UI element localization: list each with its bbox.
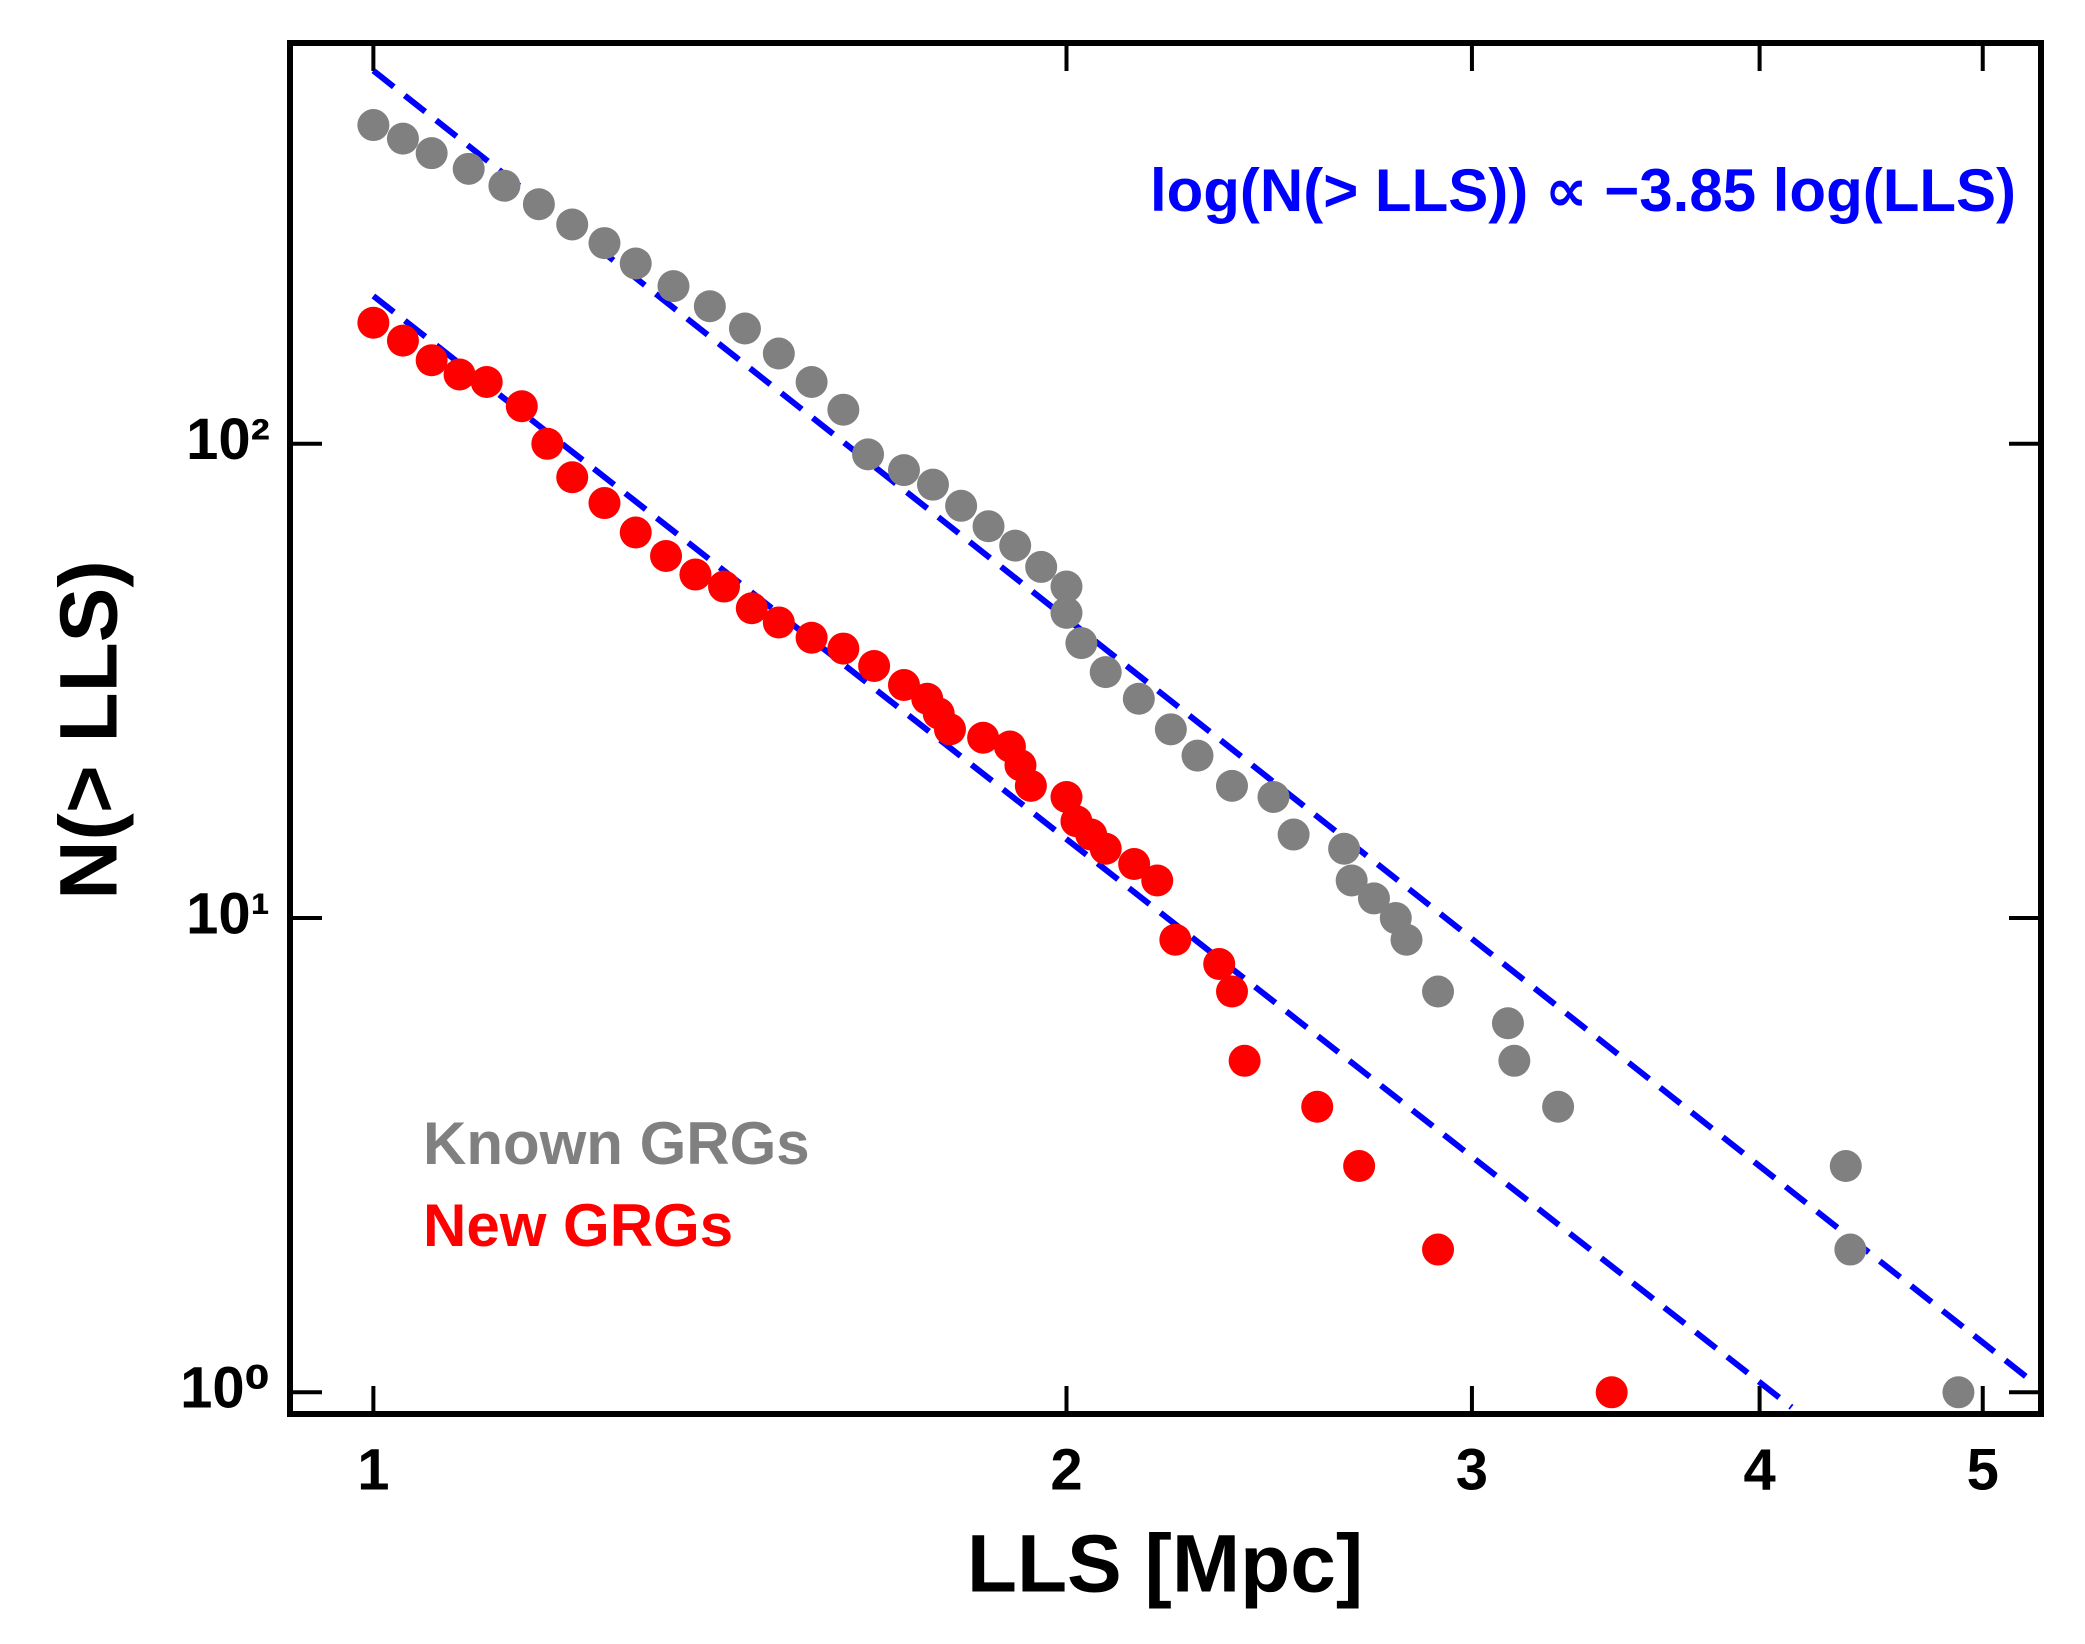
data-point	[386, 324, 419, 357]
fit-line	[371, 68, 2028, 1379]
plot-frame	[287, 40, 2044, 1417]
data-point	[728, 312, 761, 345]
data-point	[1357, 882, 1390, 915]
data-point	[1154, 713, 1187, 746]
data-point	[1215, 975, 1248, 1008]
data-point	[1089, 832, 1122, 865]
data-point	[933, 713, 966, 746]
data-point	[858, 649, 891, 682]
data-point	[1050, 780, 1083, 813]
x-tick-label: 1	[357, 1437, 389, 1502]
data-point	[1228, 1044, 1261, 1077]
data-point	[1181, 739, 1214, 772]
data-point	[795, 365, 828, 398]
data-point	[762, 337, 795, 370]
data-point	[556, 461, 589, 494]
data-point	[762, 606, 795, 639]
data-point	[1065, 627, 1098, 660]
data-point	[972, 510, 1005, 543]
legend-label: New GRGs	[423, 1192, 733, 1259]
x-axis-label: LLS [Mpc]	[967, 1519, 1363, 1610]
x-tick-label: 3	[1456, 1437, 1488, 1502]
data-point	[357, 306, 390, 339]
data-point	[1343, 1150, 1376, 1183]
data-point	[1089, 656, 1122, 689]
y-tick-label: 10⁰	[180, 1356, 270, 1421]
data-point	[531, 427, 564, 460]
data-point	[1014, 769, 1047, 802]
data-point	[916, 468, 949, 501]
data-point	[1050, 596, 1083, 629]
y-axis-label: N(> LLS)	[44, 560, 135, 899]
data-point	[443, 358, 476, 391]
data-point	[1141, 864, 1174, 897]
data-point	[1122, 682, 1155, 715]
data-point	[967, 721, 1000, 754]
data-point	[1025, 550, 1058, 583]
data-point	[827, 393, 860, 426]
data-point	[1542, 1090, 1575, 1123]
data-point	[1829, 1150, 1862, 1183]
data-point	[588, 487, 621, 520]
data-point	[1422, 1233, 1455, 1266]
data-point	[1277, 818, 1310, 851]
data-point	[1050, 570, 1083, 603]
data-point	[887, 669, 920, 702]
data-point	[1118, 848, 1151, 881]
x-tick-label: 4	[1743, 1437, 1775, 1502]
data-point	[679, 558, 712, 591]
y-tick-label: 10¹	[186, 881, 270, 946]
fit-line	[371, 293, 1794, 1410]
annotation: log(N(> LLS)) ∝ −3.85 log(LLS)	[1150, 157, 2016, 224]
data-point	[470, 365, 503, 398]
data-point	[887, 454, 920, 487]
data-point	[1498, 1044, 1531, 1077]
data-point	[1390, 923, 1423, 956]
data-point	[1301, 1090, 1334, 1123]
data-point	[415, 344, 448, 377]
data-point	[415, 137, 448, 170]
data-point	[522, 188, 555, 221]
data-point	[693, 290, 726, 323]
data-point	[1215, 769, 1248, 802]
data-point	[1335, 864, 1368, 897]
data-point	[1159, 923, 1192, 956]
data-point	[1203, 948, 1236, 981]
x-tick-label: 2	[1050, 1437, 1082, 1502]
x-tick-label: 5	[1967, 1437, 1999, 1502]
data-point	[452, 152, 485, 185]
plot-area	[357, 68, 2028, 1410]
data-point	[1491, 1007, 1524, 1040]
data-point	[619, 516, 652, 549]
data-point	[619, 247, 652, 280]
data-point	[999, 529, 1032, 562]
data-point	[657, 270, 690, 303]
data-point	[1257, 780, 1290, 813]
data-point	[650, 539, 683, 572]
data-point	[852, 438, 885, 471]
data-point	[556, 208, 589, 241]
data-point	[386, 122, 419, 155]
data-point	[1328, 832, 1361, 865]
data-point	[1422, 975, 1455, 1008]
data-point	[357, 109, 390, 142]
data-point	[1834, 1233, 1867, 1266]
data-point	[1942, 1376, 1975, 1409]
data-point	[708, 570, 741, 603]
data-point	[827, 632, 860, 665]
data-point	[505, 390, 538, 423]
data-point	[795, 621, 828, 654]
y-tick-label: 10²	[186, 407, 270, 472]
data-point	[488, 169, 521, 202]
data-point	[1595, 1376, 1628, 1409]
legend-label: Known GRGs	[423, 1110, 810, 1177]
data-point	[588, 227, 621, 260]
data-point	[735, 592, 768, 625]
data-point	[945, 489, 978, 522]
